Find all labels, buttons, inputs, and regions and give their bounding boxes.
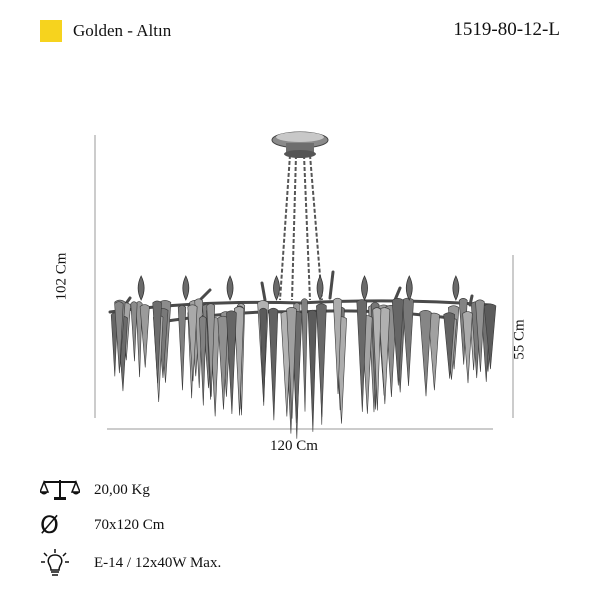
glass-icicle <box>316 303 327 417</box>
scale-icon <box>40 476 80 504</box>
glass-icicle <box>402 297 414 386</box>
glass-icicle <box>475 299 485 372</box>
height-total-label: 102 Cm <box>53 252 70 301</box>
glass-icicle <box>372 307 382 411</box>
ceiling-canopy <box>271 131 329 158</box>
glass-icicle <box>233 306 245 416</box>
weight-value: 20,00 Kg <box>94 481 150 498</box>
color-swatch <box>40 20 62 42</box>
glass-icicle <box>333 297 343 395</box>
glass-icicle <box>462 311 473 384</box>
branch-leaf <box>226 275 234 301</box>
branch-leaf <box>137 275 145 301</box>
diameter-icon: Ø <box>40 511 59 539</box>
spec-weight: 20,00 Kg <box>40 476 150 504</box>
glass-icicle <box>114 301 124 374</box>
glass-icicle <box>226 310 237 415</box>
color-name: Golden - Altın <box>73 21 172 40</box>
branch-leaf <box>361 275 368 301</box>
glass-icicle <box>307 309 317 432</box>
glass-icicle <box>130 301 138 362</box>
glass-icicles <box>110 275 497 439</box>
bulb-value: E-14 / 12x40W Max. <box>94 554 222 571</box>
branch-leaf <box>182 275 190 301</box>
spec-size: Ø 70x120 Cm <box>40 511 164 539</box>
branch-leaf <box>273 275 280 301</box>
glass-icicle <box>391 298 404 386</box>
glass-icicle <box>259 307 268 406</box>
glass-icicle <box>268 307 279 421</box>
branch-leaf <box>405 275 413 301</box>
glass-icicle <box>419 310 432 397</box>
size-value: 70x120 Cm <box>94 516 165 533</box>
glass-icicle <box>135 301 143 378</box>
body-height-label: 55 Cm <box>511 319 528 360</box>
width-label: 120 Cm <box>270 438 318 454</box>
glass-icicle <box>177 305 187 391</box>
glass-icicle <box>286 306 297 419</box>
branch-leaf <box>316 275 324 301</box>
glass-icicle <box>483 303 497 370</box>
glass-icicle <box>356 299 368 412</box>
spec-bulb: E-14 / 12x40W Max. <box>40 549 221 577</box>
glass-icicle <box>301 298 308 412</box>
glass-icicle <box>187 304 198 382</box>
glass-icicle <box>152 300 162 384</box>
product-code: 1519-80-12-L <box>453 19 560 40</box>
glass-icicle <box>199 316 207 406</box>
glass-icicle <box>443 312 456 379</box>
glass-icicle <box>139 304 150 368</box>
branch-leaf <box>452 275 460 301</box>
suspension-chains <box>279 154 323 301</box>
bulb-icon <box>40 549 80 577</box>
glass-icicle <box>206 303 216 397</box>
